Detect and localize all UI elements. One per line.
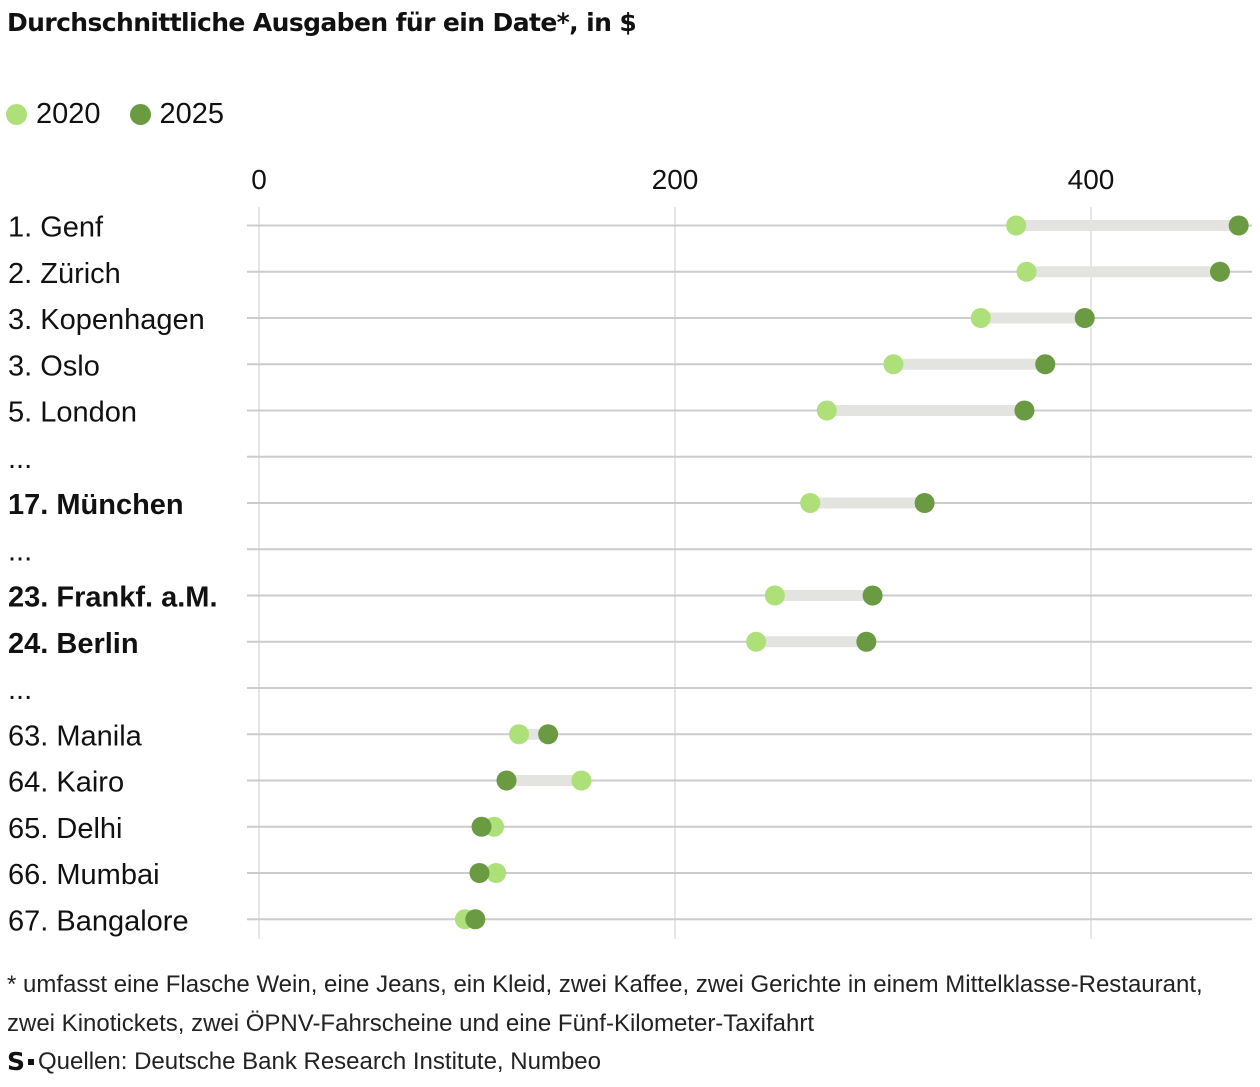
source-separator-icon — [28, 1058, 35, 1065]
dot-2025 — [862, 585, 883, 606]
dot-2020 — [883, 354, 904, 375]
legend-label-2020: 2020 — [36, 97, 101, 130]
dot-2025 — [465, 909, 486, 930]
legend-swatch-2020 — [6, 103, 27, 125]
row-label: 63. Manila — [8, 720, 143, 752]
dot-2025 — [1074, 308, 1095, 328]
x-tick-label: 0 — [251, 164, 267, 195]
row-label: 1. Genf — [8, 212, 104, 244]
chart-title: Durchschnittliche Ausgaben für ein Date*… — [7, 8, 637, 37]
dot-2025 — [1228, 215, 1249, 236]
dot-2020 — [571, 770, 592, 791]
row-label: 2. Zürich — [8, 258, 121, 290]
publisher-logo: S — [7, 1047, 26, 1076]
x-tick-label: 200 — [652, 164, 699, 195]
dot-2020 — [1006, 215, 1027, 236]
dot-2025 — [1014, 400, 1035, 421]
dot-2025 — [914, 493, 935, 513]
legend-item-2025: 2025 — [129, 97, 225, 131]
dot-2025 — [856, 631, 877, 652]
row-label: 64. Kairo — [8, 767, 124, 799]
row-label: 5. London — [8, 397, 137, 429]
row-label: 66. Mumbai — [8, 859, 160, 891]
dot-2020 — [746, 631, 767, 652]
legend-item-2020: 2020 — [6, 98, 101, 131]
row-label: ... — [8, 443, 32, 475]
dot-2020 — [800, 493, 821, 513]
dot-2020 — [486, 863, 507, 883]
row-label: 17. München — [8, 489, 184, 521]
legend-label-2025: 2025 — [159, 97, 225, 130]
row-label: 67. Bangalore — [8, 905, 189, 937]
row-label: 23. Frankf. a.M. — [8, 582, 218, 614]
row-label: 3. Oslo — [8, 350, 100, 382]
row-label: 24. Berlin — [8, 628, 139, 660]
legend: 2020 2025 — [6, 97, 253, 131]
dot-2020 — [970, 308, 991, 328]
row-label: 3. Kopenhagen — [8, 304, 205, 336]
dot-2025 — [1209, 261, 1230, 282]
x-tick-label: 400 — [1068, 164, 1115, 195]
footnote: * umfasst eine Flasche Wein, eine Jeans,… — [7, 971, 1203, 1037]
dot-2020 — [1016, 261, 1037, 282]
dot-2025 — [471, 816, 492, 837]
row-label: ... — [8, 674, 32, 706]
dot-2025 — [469, 863, 490, 883]
dot-2025 — [538, 724, 559, 745]
source-text: Quellen: Deutsche Bank Research Institut… — [38, 1047, 601, 1075]
dot-2025 — [1035, 354, 1056, 375]
dot-2020 — [509, 724, 529, 745]
dot-2025 — [496, 770, 517, 791]
row-label: ... — [8, 535, 32, 567]
source-line: S Quellen: Deutsche Bank Research Instit… — [7, 1047, 601, 1076]
legend-swatch-2025 — [129, 103, 151, 125]
dot-2020 — [764, 585, 785, 606]
dot-2020 — [816, 400, 837, 421]
row-label: 65. Delhi — [8, 813, 122, 845]
